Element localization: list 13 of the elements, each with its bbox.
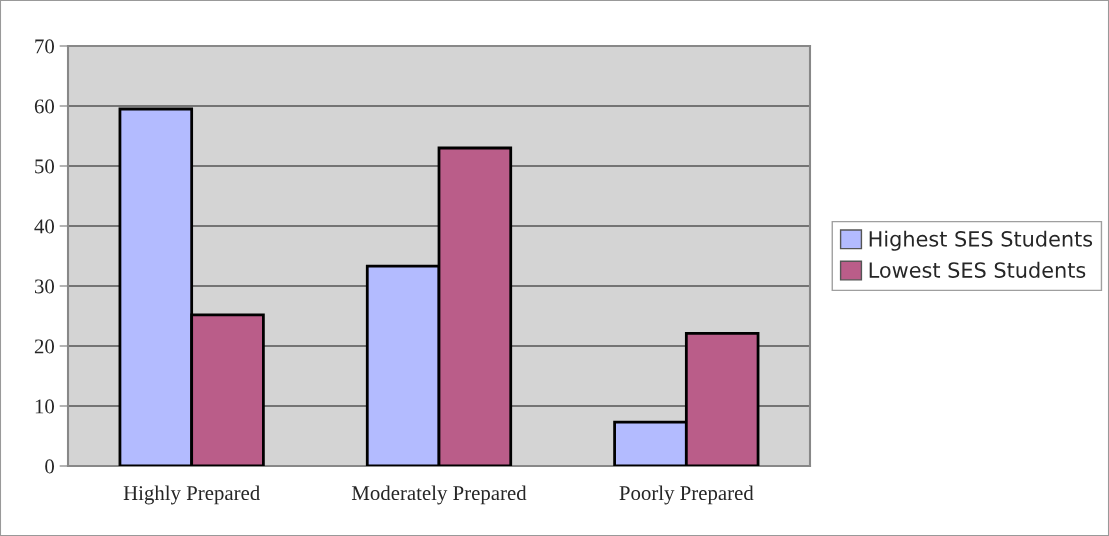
y-tick-label: 30 <box>34 279 55 294</box>
x-tick-label: Highly Prepared <box>123 485 260 505</box>
y-tick-label: 70 <box>35 39 55 54</box>
y-tick-label: 20 <box>34 339 55 354</box>
legend-label: Highest SES Students <box>869 230 1093 251</box>
y-tick-label: 10 <box>35 399 55 414</box>
y-tick-label: 0 <box>45 459 55 474</box>
x-tick-label: Poorly Prepared <box>619 485 754 505</box>
y-tick-label: 60 <box>34 99 55 114</box>
y-tick-label: 40 <box>34 219 55 234</box>
y-tick-label: 50 <box>35 159 55 174</box>
x-tick-label: Moderately Prepared <box>351 485 527 505</box>
legend-label: Lowest SES Students <box>869 261 1086 278</box>
